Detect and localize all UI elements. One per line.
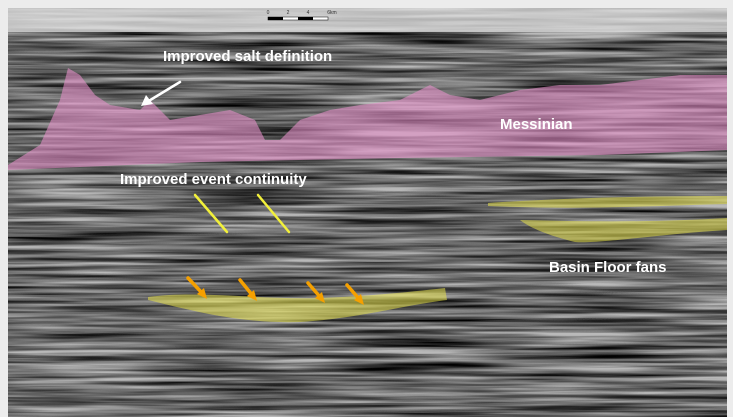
arrow-head	[141, 95, 153, 106]
fans-label: Basin Floor fans	[549, 259, 667, 276]
orange-arrow-heads	[197, 288, 364, 305]
arrow-head	[315, 292, 325, 303]
salt-body	[8, 68, 727, 170]
scale-bar: 0 2 4 6km	[267, 10, 337, 21]
scale-bar-segment	[268, 17, 283, 20]
messinian-label: Messinian	[500, 116, 573, 133]
scale-label: 6km	[327, 10, 336, 16]
fan-upper	[488, 196, 727, 208]
arrow-head	[354, 294, 364, 305]
fan-middle	[520, 218, 727, 243]
scale-bar-segment	[298, 17, 313, 20]
scale-label: 2	[287, 10, 290, 16]
seismic-section	[8, 8, 727, 417]
seismic-texture	[8, 8, 727, 417]
top-band	[8, 8, 727, 32]
scale-label: 0	[267, 10, 270, 16]
arrows	[141, 80, 364, 305]
continuity-label: Improved event continuity	[120, 171, 307, 188]
salt-label: Improved salt definition	[163, 48, 332, 65]
arrow-head	[247, 290, 257, 301]
fan-lower	[148, 288, 447, 323]
arrow	[145, 80, 182, 104]
scale-label: 4	[307, 10, 310, 16]
arrow	[193, 193, 229, 234]
arrow-head	[197, 288, 207, 299]
arrow	[256, 193, 291, 234]
